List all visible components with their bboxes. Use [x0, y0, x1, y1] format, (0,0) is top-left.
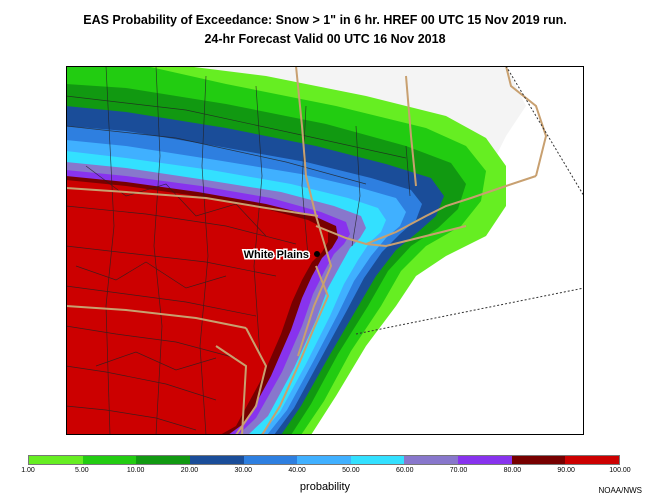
- colorbar-tick-label: 1.00: [21, 467, 35, 474]
- white-plains-marker: [314, 251, 320, 257]
- map-title-line2: 24-hr Forecast Valid 00 UTC 16 Nov 2018: [204, 32, 446, 46]
- white-plains-label: White Plains: [244, 249, 309, 261]
- colorbar-segment: [404, 456, 459, 464]
- colorbar-tick-label: 10.00: [126, 467, 145, 474]
- colorbar-tick-label: 30.00: [234, 467, 253, 474]
- colorbar-segment: [565, 456, 620, 464]
- colorbar-segment: [29, 456, 83, 464]
- colorbar-ticks: 1.00 5.00 10.00 20.00 30.00 40.00 50.00 60.00 70…: [0, 466, 650, 480]
- colorbar-tick-label: 80.00: [503, 467, 522, 474]
- grid-lines: [355, 66, 584, 335]
- colorbar-segment: [458, 456, 512, 464]
- county-lines: [66, 66, 411, 435]
- colorbar-segment: [189, 456, 244, 464]
- colorbar-segment: [136, 456, 190, 464]
- colorbar-tick-label: 70.00: [449, 467, 468, 474]
- colorbar-tick-label: 90.00: [557, 467, 575, 474]
- colorbar-tick-label: 100.00: [609, 467, 631, 474]
- colorbar-segment: [297, 456, 351, 464]
- state-borders: [66, 66, 548, 435]
- colorbar-segment: [243, 456, 298, 464]
- colorbar-label: probability: [299, 481, 351, 493]
- colorbar-tick-label: 5.00: [75, 467, 89, 474]
- colorbar-segment: [511, 456, 566, 464]
- probability-map: White Plains: [66, 66, 584, 435]
- colorbar: [28, 455, 620, 465]
- band-90-100: [66, 180, 328, 435]
- colorbar-segment: [350, 456, 405, 464]
- colorbar-tick-label: 20.00: [180, 467, 199, 474]
- map-title-line1: EAS Probability of Exceedance: Snow > 1"…: [83, 13, 567, 27]
- colorbar-tick-label: 50.00: [342, 467, 360, 474]
- colorbar-tick-label: 40.00: [288, 467, 306, 474]
- credit-text: NOAA/NWS: [598, 486, 642, 495]
- colorbar-tick-label: 60.00: [395, 467, 414, 474]
- colorbar-segment: [82, 456, 137, 464]
- map-frame: [66, 66, 584, 435]
